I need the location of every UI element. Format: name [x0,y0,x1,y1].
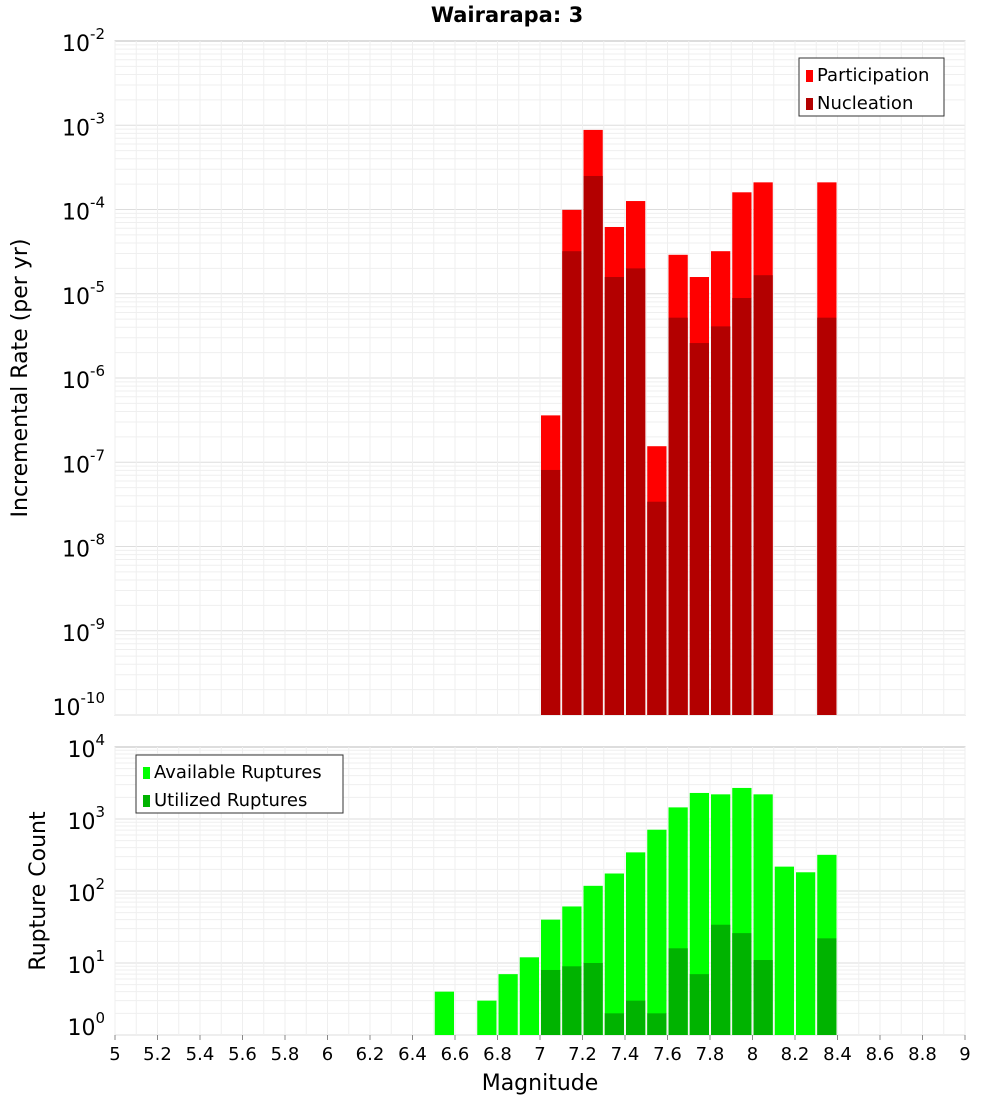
legend [798,57,945,117]
legend-swatch [806,98,813,110]
bar-nucleation [583,175,603,715]
bar-utilized-ruptures [541,969,561,1035]
bar-utilized-ruptures [732,933,752,1035]
y-tick-label: 10-7 [62,446,105,478]
bar-available-ruptures [626,852,646,1035]
y-tick-label: 10-6 [62,362,105,394]
x-tick-label: 6 [322,1044,333,1065]
bar-nucleation [626,268,646,715]
bar-available-ruptures [434,991,454,1035]
bar-utilized-ruptures [817,938,837,1035]
bar-utilized-ruptures [583,963,603,1035]
x-tick-label: 7.8 [696,1044,725,1065]
x-tick-label: 5.4 [186,1044,215,1065]
x-tick-label: 5.6 [228,1044,257,1065]
bar-available-ruptures [477,1000,497,1035]
bar-nucleation [541,469,561,715]
y-tick-label: 10-9 [62,615,105,647]
chart-title: Wairarapa: 3 [431,3,583,27]
x-tick-label: 6.6 [441,1044,470,1065]
bar-utilized-ruptures [626,1000,646,1035]
bar-available-ruptures [519,957,539,1035]
bottom-y-axis-label: Rupture Count [26,811,51,971]
bar-nucleation [753,275,773,715]
y-tick-label: 101 [67,947,105,979]
x-tick-label: 8.2 [781,1044,810,1065]
x-tick-label: 5 [109,1044,120,1065]
y-tick-label: 10-4 [62,194,105,226]
y-tick-label: 102 [67,875,105,907]
x-tick-label: 8.8 [908,1044,937,1065]
x-tick-label: 7.4 [611,1044,640,1065]
bar-nucleation [562,251,582,716]
bar-nucleation [732,298,752,715]
legend-label: Participation [817,65,929,86]
y-tick-label: 10-5 [62,278,105,310]
bar-utilized-ruptures [668,948,688,1035]
y-tick-label: 100 [67,1009,105,1041]
x-tick-label: 6.4 [398,1044,427,1065]
y-tick-label: 10-8 [62,531,105,563]
bar-nucleation [689,343,709,715]
bar-utilized-ruptures [562,966,582,1035]
x-tick-label: 8.6 [866,1044,895,1065]
bar-nucleation [604,277,624,715]
legend-label: Available Ruptures [154,762,322,783]
legend-label: Nucleation [817,93,913,114]
x-tick-label: 5.2 [143,1044,172,1065]
bar-available-ruptures [498,974,518,1035]
x-tick-label: 8.4 [823,1044,852,1065]
y-tick-label: 10-3 [62,109,105,141]
bar-utilized-ruptures [711,924,731,1035]
legend-swatch [806,70,813,82]
bar-available-ruptures [647,829,667,1035]
rate-plot: 10-2 10-3 10-4 10-5 10-6 10-7 10-8 10-9 10-10 Par… [53,25,966,721]
bar-utilized-ruptures [689,974,709,1035]
legend-swatch [143,795,150,807]
y-tick-label: 10-2 [62,25,105,57]
x-tick-label: 7 [534,1044,545,1065]
bar-utilized-ruptures [604,1013,624,1035]
bar-available-ruptures [774,866,794,1035]
bar-nucleation [647,501,667,715]
bar-nucleation [711,326,731,715]
x-tick-label: 7.2 [568,1044,597,1065]
top-y-axis-label: Incremental Rate (per yr) [8,239,33,518]
x-tick-label: 6.2 [356,1044,385,1065]
x-tick-label: 9 [959,1044,970,1065]
x-tick-label: 5.8 [271,1044,300,1065]
x-tick-label: 7.6 [653,1044,682,1065]
x-axis-label: Magnitude [482,1071,599,1096]
x-tick-label: 6.8 [483,1044,512,1065]
legend-swatch [143,767,150,779]
bar-nucleation [817,317,837,715]
x-tick-label: 8 [747,1044,758,1065]
y-tick-label: 103 [67,803,105,835]
legend [135,754,344,814]
legend-label: Utilized Ruptures [154,790,307,811]
bar-nucleation [668,317,688,715]
bar-available-ruptures [796,872,816,1035]
bar-available-ruptures [604,873,624,1035]
y-tick-label: 10-10 [53,689,106,721]
bar-utilized-ruptures [753,960,773,1035]
bar-utilized-ruptures [647,1013,667,1035]
y-tick-label: 104 [67,731,105,763]
